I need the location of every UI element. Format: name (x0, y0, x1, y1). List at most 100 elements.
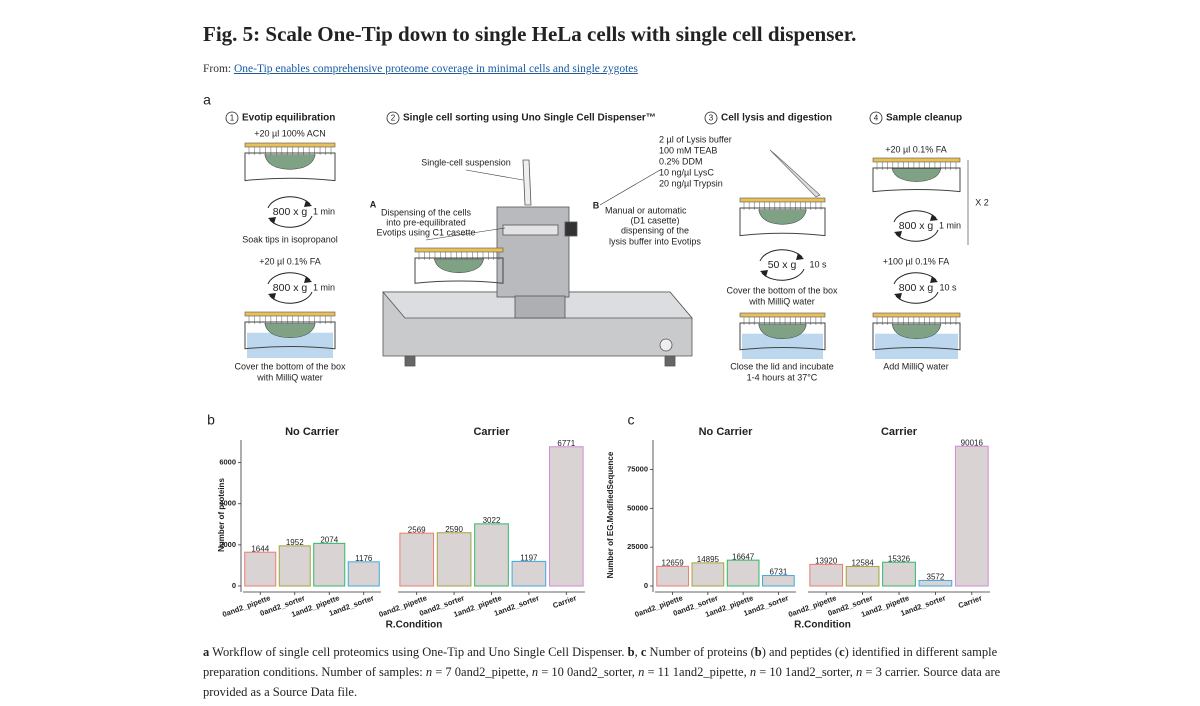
step-text: 2 µl of Lysis buffer (659, 134, 732, 144)
article-link[interactable]: One-Tip enables comprehensive proteome c… (234, 63, 638, 75)
y-tick-label: 2000 (219, 540, 236, 549)
tip-box (244, 311, 336, 358)
caption-part: = 3 carrier. Source data are provided as… (203, 665, 1001, 699)
facet-title: No Carrier (285, 426, 340, 438)
tip-box (739, 312, 826, 359)
step-text: +20 µl 100% ACN (254, 128, 325, 138)
step-text: A (370, 199, 377, 209)
box-lid (739, 312, 826, 318)
step-text: +20 µl 0.1% FA (259, 256, 320, 266)
facet-title: No Carrier (699, 426, 754, 438)
tray (739, 207, 826, 237)
box-lid (414, 247, 504, 253)
step-text: Add MilliQ water (883, 361, 949, 371)
tip-box (414, 247, 504, 284)
data-label: 12659 (662, 558, 685, 567)
tray (872, 167, 961, 193)
bar (244, 551, 277, 587)
arrow-head (304, 276, 312, 283)
tip-box (244, 142, 336, 182)
data-label: 2074 (320, 535, 338, 544)
data-label: 3572 (927, 573, 945, 582)
caption-part: b (754, 645, 762, 659)
tray (244, 321, 336, 350)
step-text: Cover the bottom of the box (234, 361, 346, 371)
bar (809, 563, 844, 587)
step-number: 2 (391, 114, 396, 123)
data-label: 6731 (769, 568, 787, 577)
source-line: From: One-Tip enables comprehensive prot… (203, 63, 638, 75)
facet-title: Carrier (473, 426, 510, 438)
arrow-head (930, 276, 938, 283)
y-tick-label: 4000 (219, 499, 236, 508)
bar (548, 446, 584, 587)
box-lid (872, 312, 961, 318)
x-axis-label: R.Condition (386, 620, 443, 631)
data-label: 90016 (961, 438, 984, 447)
bar (474, 523, 509, 587)
sample (758, 209, 807, 225)
step-number: 3 (709, 114, 714, 123)
y-tick-label: 6000 (219, 458, 236, 467)
sample (433, 258, 485, 273)
step-text: 800 x g (273, 282, 308, 294)
caption-part: = 10 0and2_sorter, (538, 665, 639, 679)
arrow-head (268, 217, 276, 224)
step-text: 10 ng/µl LysC (659, 167, 714, 177)
caption-part: ) and peptides ( (761, 645, 840, 659)
arrow-head (894, 231, 902, 238)
bar (691, 562, 725, 587)
bar (762, 575, 795, 587)
bar (313, 542, 346, 587)
figure: a 1 Evotip equilibration 2 Single cell sorti… (203, 92, 990, 631)
caption-part: = 10 1and2_sorter, (756, 665, 857, 679)
pipette (769, 149, 821, 198)
caption-part: ) identified in different sample prepara… (203, 645, 998, 679)
annotation-lines (425, 160, 969, 245)
sample (264, 154, 316, 170)
step-text: X 2 (975, 197, 989, 207)
bar (726, 559, 760, 587)
bar (882, 561, 916, 587)
dispenser (382, 159, 693, 367)
step-text: into pre-equilibrated (386, 217, 466, 227)
step-text: Dispensing of the cells (381, 207, 472, 217)
y-tick-label: 75000 (627, 464, 648, 473)
y-tick-label: 25000 (627, 542, 648, 551)
sample (891, 324, 942, 340)
step-number: 1 (230, 114, 235, 123)
bar (347, 561, 380, 587)
step-text: 50 x g (768, 259, 797, 271)
step-title: Sample cleanup (886, 113, 962, 124)
step-text: Close the lid and incubate (730, 361, 834, 371)
data-label: 16647 (732, 552, 755, 561)
box-lid (244, 142, 336, 148)
sample (264, 323, 316, 339)
step-text: Manual or automatic (605, 205, 687, 215)
step-title: Cell lysis and digestion (721, 113, 832, 124)
data-label: 13920 (815, 556, 838, 565)
step-text: with MilliQ water (256, 372, 323, 382)
data-label: 1197 (520, 553, 538, 562)
caption-part: c (640, 645, 647, 659)
caption-part: n (749, 665, 757, 679)
from-label: From: (203, 63, 234, 75)
step-text: 1 min (313, 282, 335, 292)
bar (511, 560, 547, 587)
bar (278, 545, 311, 587)
step-text: Cover the bottom of the box (726, 285, 838, 295)
step-text: 1-4 hours at 37°C (747, 372, 818, 382)
step-title: Evotip equilibration (242, 113, 335, 124)
tip-box (872, 312, 961, 359)
tray (414, 257, 504, 284)
step-text: 100 mM TEAB (659, 145, 717, 155)
data-label: 3022 (483, 516, 501, 525)
arrow-head (930, 214, 938, 221)
arrow-head (268, 293, 276, 300)
step-title: Single cell sorting using Uno Single Cel… (403, 113, 656, 124)
sample (758, 324, 807, 340)
step-text: 800 x g (899, 220, 934, 232)
x-tick-label: Carrier (551, 593, 577, 610)
data-label: 1644 (251, 544, 269, 553)
